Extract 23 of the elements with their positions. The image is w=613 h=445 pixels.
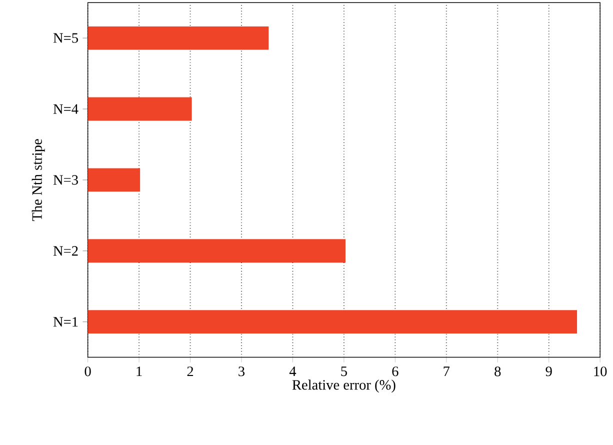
x-tick-label: 8 — [494, 366, 501, 376]
x-tick-label: 7 — [444, 366, 450, 376]
x-tick-label: 10 — [594, 366, 607, 376]
x-tick-label: 6 — [392, 366, 398, 376]
bar — [88, 310, 578, 334]
bar — [88, 26, 269, 50]
x-tick-label: 0 — [84, 366, 91, 376]
bar — [88, 97, 192, 121]
y-axis-title: The Nth stripe — [32, 139, 45, 221]
y-tick-label: N=2 — [53, 246, 78, 256]
bar — [88, 239, 346, 263]
y-tick-label: N=5 — [53, 33, 78, 43]
x-tick-label: 3 — [238, 366, 245, 376]
y-tick-label: N=4 — [53, 104, 78, 114]
x-tick-label: 9 — [546, 366, 552, 376]
x-tick-label: 1 — [136, 366, 142, 376]
x-tick-label: 2 — [187, 366, 194, 376]
x-tick-label: 4 — [289, 366, 296, 376]
x-axis-title: Relative error (%) — [292, 380, 396, 393]
y-tick-label: N=1 — [53, 317, 78, 326]
x-tick-label: 5 — [341, 366, 347, 376]
bar — [88, 168, 140, 192]
y-tick-label: N=3 — [53, 175, 78, 185]
